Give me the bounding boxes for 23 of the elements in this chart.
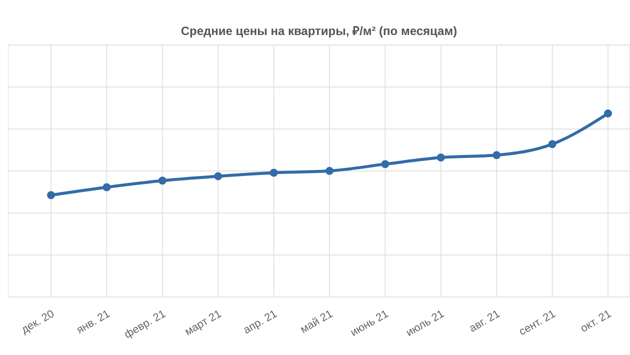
x-tick-label: окт. 21: [578, 308, 614, 335]
x-tick-label: сент. 21: [517, 308, 558, 338]
point: [102, 183, 111, 192]
point: [436, 154, 445, 162]
point: [158, 176, 166, 185]
x-tick-label: март 21: [182, 308, 224, 338]
point: [270, 168, 278, 177]
x-tick-label: июль 21: [404, 308, 446, 340]
x-tick-label: февр. 21: [122, 308, 168, 342]
x-tick-label: дек. 20: [19, 308, 56, 336]
point: [492, 151, 501, 160]
point: [604, 109, 612, 118]
x-tick-label: май 21: [298, 308, 335, 336]
point: [548, 140, 556, 148]
x-tick-label: янв. 21: [74, 308, 112, 336]
x-tick-label: авг. 21: [467, 308, 502, 335]
point: [381, 160, 390, 168]
point: [326, 166, 334, 175]
x-tick-label: апр. 21: [242, 308, 280, 337]
point: [47, 191, 55, 200]
chart-title: Средние цены на квартиры, ₽/м² (по месяцам): [180, 23, 458, 39]
x-tick-label: июнь 21: [348, 308, 391, 340]
point: [214, 172, 222, 180]
